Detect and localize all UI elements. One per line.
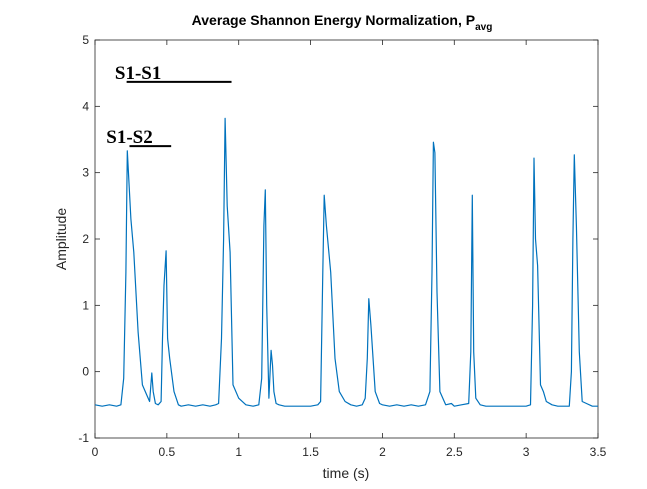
chart-title-subscript: avg <box>475 22 492 33</box>
annotation-s1-s2-text: S1-S2 <box>106 127 152 148</box>
x-tick-label: 0.5 <box>159 445 176 459</box>
annotation-s1-s2: S1-S2 <box>106 127 172 148</box>
chart-title: Average Shannon Energy Normalization, Pa… <box>192 12 493 33</box>
x-tick-label: 2.5 <box>446 445 463 459</box>
x-tick-label: 1.5 <box>302 445 319 459</box>
y-tick-label: 2 <box>82 232 89 246</box>
chart-title-main: Average Shannon Energy Normalization, P <box>192 12 475 28</box>
series-line <box>94 117 598 407</box>
plot-area <box>94 39 599 439</box>
y-tick-label: 0 <box>82 365 89 379</box>
x-tick-label: 2 <box>379 445 386 459</box>
y-tick-label: 5 <box>82 33 89 47</box>
x-tick-label: 1 <box>235 445 242 459</box>
y-tick-label: -1 <box>78 431 89 445</box>
annotation-s1-s1: S1-S1 <box>115 63 232 84</box>
x-tick-label: 0 <box>92 445 99 459</box>
tick-marks <box>94 39 599 439</box>
y-tick-label: 1 <box>82 298 89 312</box>
y-tick-label: 3 <box>82 166 89 180</box>
y-axis-label: Amplitude <box>53 208 69 270</box>
annotation-s1-s1-text: S1-S1 <box>115 63 161 84</box>
x-axis-label: time (s) <box>323 465 370 481</box>
x-tick-label: 3.5 <box>590 445 607 459</box>
y-tick-label: 4 <box>82 99 89 113</box>
x-tick-label: 3 <box>523 445 530 459</box>
